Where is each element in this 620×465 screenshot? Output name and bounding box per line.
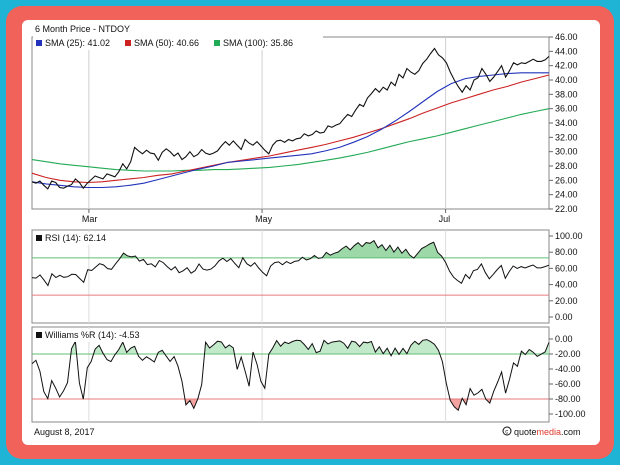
rsi-plot-area [31, 229, 550, 324]
price-legend: SMA (25): 41.02 SMA (50): 40.66 SMA (100):… [36, 38, 293, 48]
price-ytick-label: 26.00 [555, 175, 578, 185]
price-ytick-label: 42.00 [555, 61, 578, 71]
williams-title: Williams %R (14): -4.53 [45, 330, 140, 340]
legend-swatch [214, 40, 220, 46]
legend-label: SMA (50): 40.66 [134, 38, 199, 48]
williams-ytick-label: -40.00 [555, 364, 581, 374]
rsi-panel: 100.00 80.00 60.00 40.00 20.00 0.00 RSI (14):… [31, 229, 583, 324]
rsi-line [31, 239, 550, 287]
williams-ytick-label: -80.00 [555, 394, 581, 404]
legend-swatch [36, 40, 42, 46]
stock-chart: Mar May Jul 46.00 44.00 42.00 40.00 38.00 36.00… [31, 23, 586, 437]
price-ytick-label: 32.00 [555, 132, 578, 142]
williams-overbought-fill [525, 349, 535, 354]
legend-label: SMA (25): 41.02 [45, 38, 110, 48]
price-plot-area [31, 36, 550, 210]
price-xtick-label: May [255, 214, 273, 224]
chart-card: Mar May Jul 46.00 44.00 42.00 40.00 38.00 36.00… [22, 20, 600, 445]
brand-suffix: media [537, 427, 562, 437]
sma-line-3 [31, 108, 550, 172]
williams-swatch [36, 332, 42, 338]
price-xtick-label: Jul [439, 214, 451, 224]
price-ytick-label: 46.00 [555, 32, 578, 42]
rsi-ytick-label: 20.00 [555, 296, 578, 306]
williams-overbought-fill [399, 339, 440, 354]
price-ytick-label: 30.00 [555, 147, 578, 157]
price-ytick-label: 40.00 [555, 75, 578, 85]
williams-overbought-fill [93, 345, 104, 354]
price-line [31, 47, 550, 190]
williams-ytick-label: -20.00 [555, 349, 581, 359]
williams-overbought-fill [204, 341, 235, 354]
price-ytick-label: 38.00 [555, 89, 578, 99]
williams-label-bg [33, 329, 151, 342]
price-panel: Mar May Jul 46.00 44.00 42.00 40.00 38.00 36.00… [31, 23, 578, 224]
copyright-c: c [505, 429, 508, 435]
sma-line-2 [31, 74, 550, 184]
price-ytick-label: 34.00 [555, 118, 578, 128]
rsi-ytick-label: 60.00 [555, 263, 578, 273]
williams-overbought-fill [70, 341, 77, 354]
williams-panel: 0.00 -20.00 -40.00 -60.00 -80.00 -100.00 Will… [31, 326, 586, 423]
legend-label: SMA (100): 35.86 [223, 38, 293, 48]
legend-swatch [125, 40, 131, 46]
rsi-swatch [36, 235, 42, 241]
footer-date: August 8, 2017 [34, 427, 95, 437]
rsi-label-bg [33, 232, 113, 245]
williams-overbought-fill [115, 342, 138, 354]
price-ytick-label: 24.00 [555, 190, 578, 200]
price-ytick-label: 28.00 [555, 161, 578, 171]
quotemedia-logo[interactable]: c quotemedia.com [502, 426, 581, 437]
rsi-ytick-label: 100.00 [555, 231, 583, 241]
price-chart-title: 6 Month Price - NTDOY [35, 24, 130, 34]
price-header-bg [33, 23, 323, 50]
price-xtick-label: Mar [82, 214, 98, 224]
price-ytick-label: 22.00 [555, 204, 578, 214]
rsi-ytick-label: 80.00 [555, 247, 578, 257]
williams-overbought-fill [157, 350, 165, 354]
williams-ytick-label: -60.00 [555, 379, 581, 389]
brand-text: quotemedia.com [514, 427, 581, 437]
williams-ytick-label: 0.00 [555, 334, 573, 344]
rsi-overbought-fill [321, 240, 414, 258]
brand-tld: .com [561, 427, 581, 437]
rsi-overbought-fill [413, 242, 443, 258]
rsi-ytick-label: 0.00 [555, 312, 573, 322]
copyright-icon [502, 426, 512, 436]
williams-overbought-fill [268, 340, 391, 354]
sma-line-1 [31, 72, 549, 189]
williams-overbought-fill [541, 342, 549, 354]
rsi-ytick-label: 40.00 [555, 280, 578, 290]
williams-line [31, 339, 550, 412]
williams-overbought-fill [392, 348, 399, 354]
price-ytick-label: 44.00 [555, 46, 578, 56]
brand-prefix: quote [514, 427, 537, 437]
price-ytick-label: 36.00 [555, 104, 578, 114]
rsi-title: RSI (14): 62.14 [45, 233, 106, 243]
williams-ytick-label: -100.00 [555, 409, 586, 419]
